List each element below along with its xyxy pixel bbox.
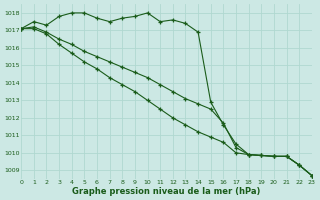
X-axis label: Graphe pression niveau de la mer (hPa): Graphe pression niveau de la mer (hPa)	[72, 187, 261, 196]
